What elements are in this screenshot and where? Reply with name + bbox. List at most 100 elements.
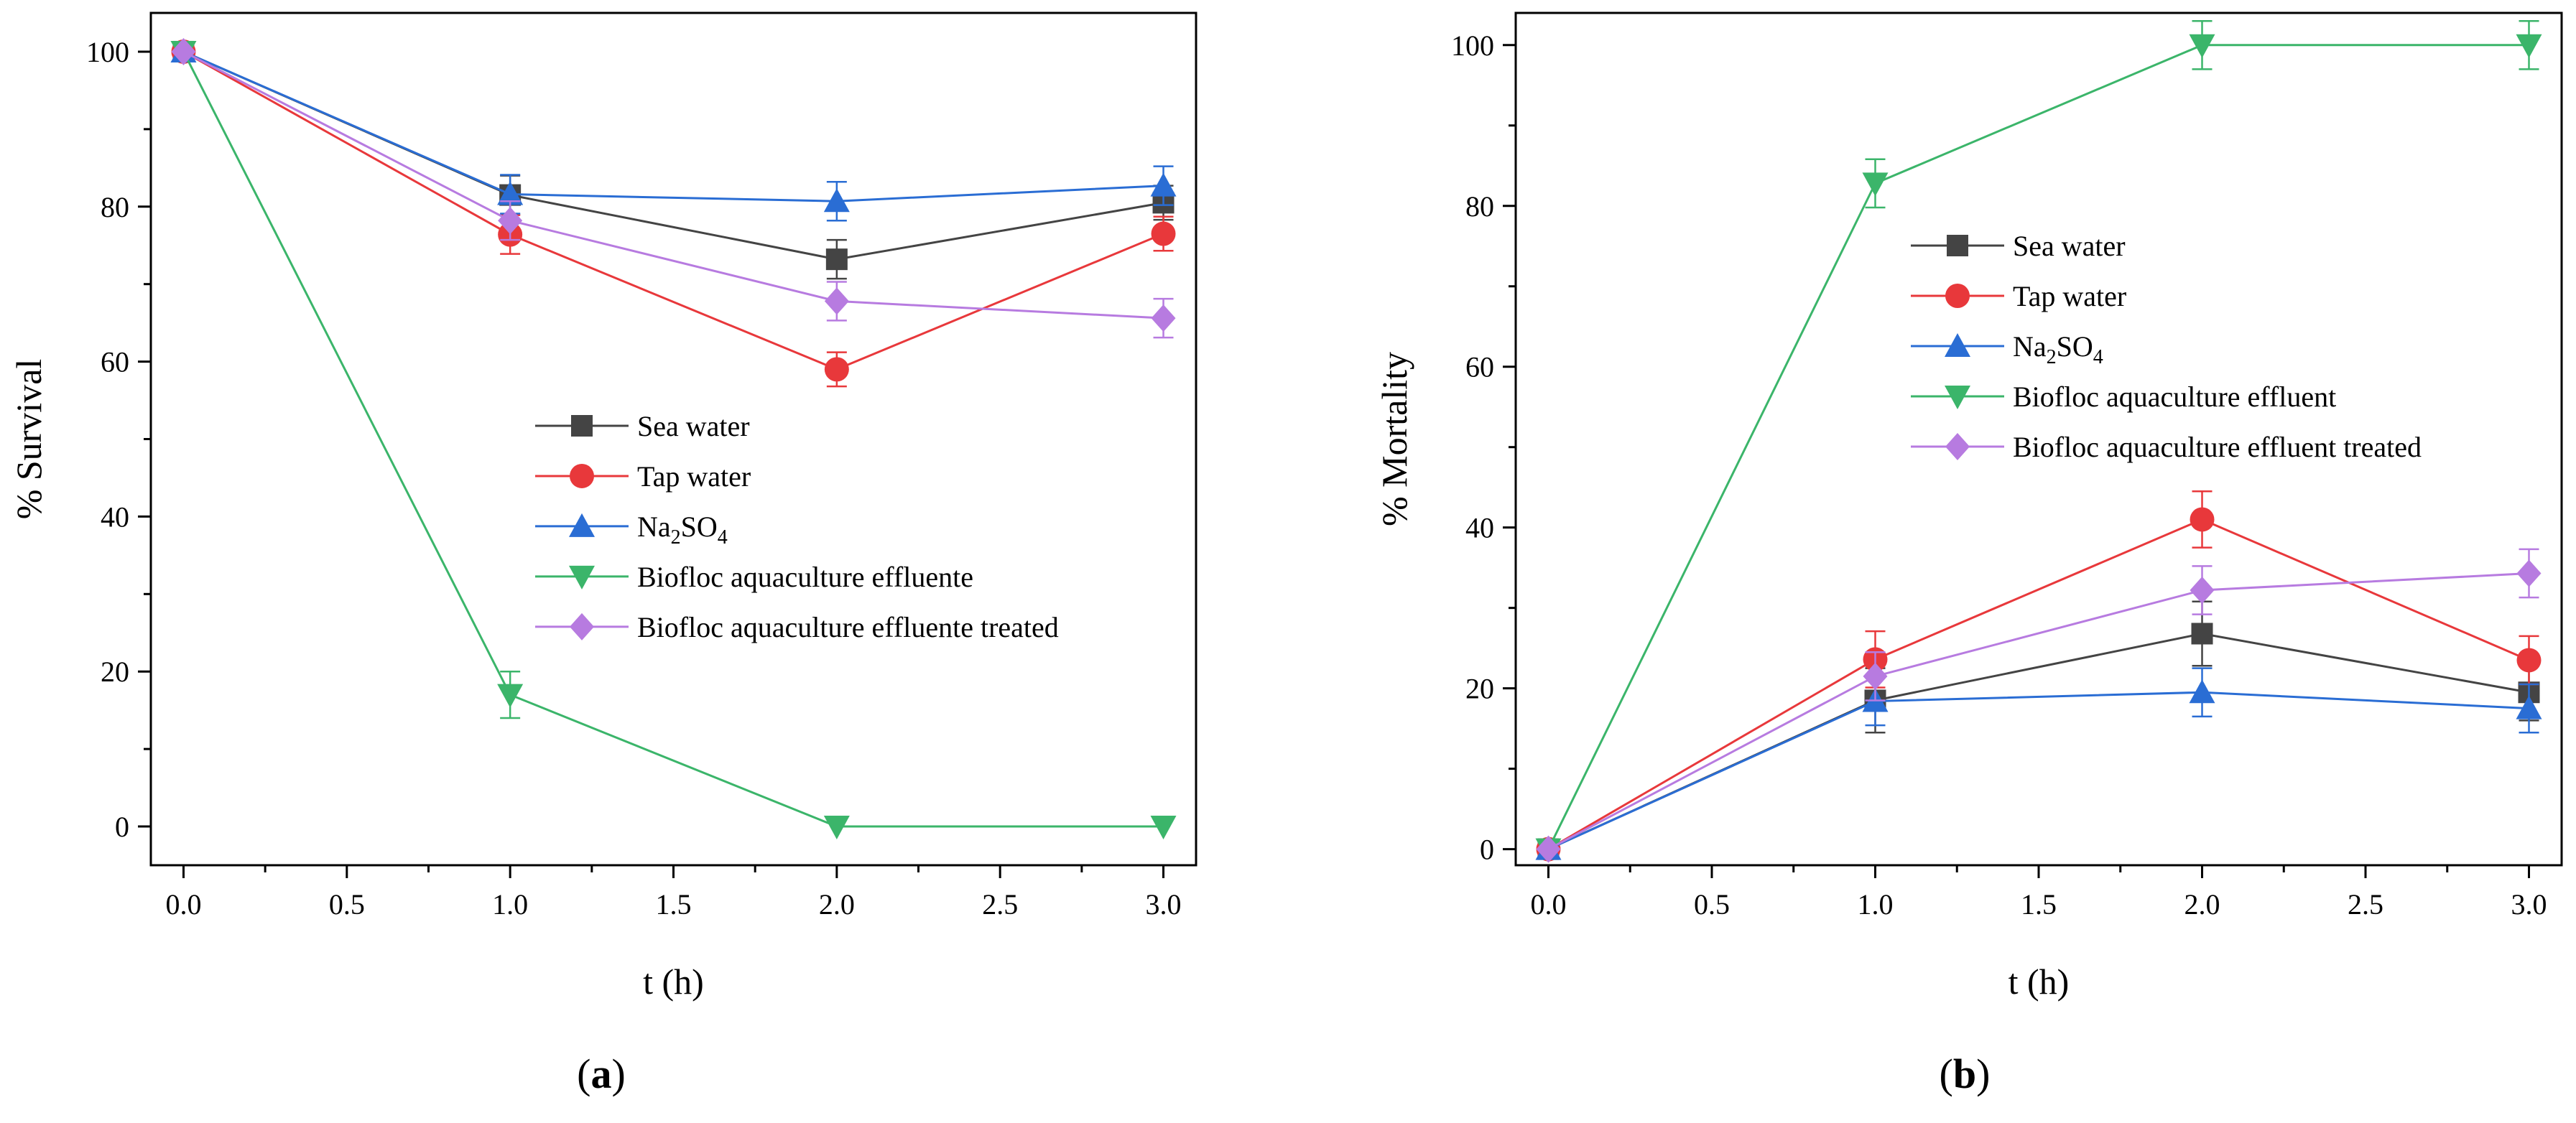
data-point	[2516, 648, 2542, 673]
series-line	[1547, 632, 2529, 850]
legend-label-main: Biofloc aquaculture effluent	[2013, 381, 2336, 413]
legend-label: Sea water	[637, 410, 750, 442]
data-point	[1150, 816, 1177, 840]
legend-marker	[569, 565, 595, 590]
data-point	[824, 287, 849, 315]
series-line	[182, 50, 1164, 202]
legend-entry: Sea water	[1911, 230, 2126, 262]
y-tick-label: 100	[1451, 29, 1494, 62]
legend-marker	[1947, 235, 1968, 256]
data-point	[824, 357, 849, 382]
x-tick-label: 1.5	[2021, 888, 2057, 921]
series-line	[1547, 518, 2530, 850]
x-tick-label: 1.5	[656, 888, 692, 921]
series-line	[1547, 691, 2529, 850]
x-tick-label: 2.0	[2184, 888, 2220, 921]
y-tick-label: 40	[101, 500, 129, 533]
x-axis-label: t (h)	[643, 961, 704, 1002]
legend-label: Biofloc aquaculture effluente	[637, 561, 973, 593]
data-point	[2191, 623, 2213, 645]
legend-label-main: Biofloc aquaculture effluente treated	[637, 611, 1059, 643]
panel-label-paren: )	[1976, 1050, 1990, 1097]
data-point	[2516, 695, 2542, 719]
x-tick-label: 2.0	[819, 888, 855, 921]
data-point	[2190, 577, 2215, 605]
legend-marker	[1945, 333, 1970, 357]
x-tick-label: 3.0	[1146, 888, 1182, 921]
legend-label-tail: SO	[681, 511, 718, 543]
legend-label-sub: 2	[671, 526, 681, 549]
series-line	[182, 50, 1164, 371]
legend-marker	[1945, 433, 1970, 460]
series-line	[1547, 572, 2529, 850]
series-4	[1536, 548, 2542, 863]
data-point	[825, 248, 848, 271]
y-axis-label: % Survival	[9, 359, 49, 520]
panel-label-paren: )	[612, 1050, 626, 1097]
legend-label: Biofloc aquaculture effluent treated	[2013, 431, 2422, 463]
series-1	[171, 39, 1176, 388]
legend-label-main: Na	[637, 511, 671, 543]
panel-label: (a)	[577, 1050, 626, 1097]
x-tick-label: 2.5	[2348, 888, 2383, 921]
data-point	[498, 207, 523, 235]
legend-marker	[1945, 284, 1970, 308]
series-0	[172, 40, 1175, 280]
panel-b-mortality-chart: 0.0 0.5 1.0 1.5 2.0 2.5 3.0 0 20 40 60 80 100 % Morta…	[1374, 11, 2563, 1097]
data-point	[823, 188, 850, 213]
legend-label: Biofloc aquaculture effluente treated	[637, 611, 1059, 643]
y-tick-label: 80	[1465, 190, 1494, 223]
legend-label-main: Tap water	[2013, 280, 2126, 312]
data-point	[2516, 34, 2542, 58]
legend-label: Sea water	[2013, 230, 2126, 262]
legend-label: Tap water	[637, 460, 751, 493]
data-point	[823, 816, 850, 840]
panel-label-letter: b	[1953, 1050, 1976, 1097]
data-point	[2516, 559, 2542, 587]
legend-label-tail: SO	[2057, 330, 2093, 363]
x-tick-label: 1.0	[492, 888, 528, 921]
series-2	[1535, 667, 2542, 860]
legend-marker	[569, 513, 595, 537]
data-point	[1151, 221, 1176, 246]
legend-marker	[570, 463, 594, 488]
series-1	[1536, 490, 2542, 862]
data-point	[1863, 662, 1888, 690]
y-tick-label: 40	[1465, 512, 1494, 544]
series-line	[182, 50, 1164, 261]
legend-label-sub2: 4	[718, 526, 728, 549]
series-4	[171, 37, 1176, 339]
legend-label-sub: 2	[2047, 346, 2057, 368]
y-tick-label: 20	[101, 656, 129, 688]
data-point	[2189, 679, 2215, 704]
legend-label: Biofloc aquaculture effluent	[2013, 381, 2336, 413]
legend-entry: Tap water	[1911, 280, 2126, 312]
x-axis-label: t (h)	[2009, 961, 2070, 1002]
y-tick-label: 60	[101, 346, 129, 378]
panel-label-paren: (	[577, 1050, 590, 1097]
legend-label: Na2SO4	[637, 511, 728, 549]
x-tick-label: 0.0	[1531, 888, 1567, 921]
panel-a-survival-chart: 0.0 0.5 1.0 1.5 2.0 2.5 3.0 0 20 40 60 80 100 % Survi…	[9, 11, 1197, 1097]
y-tick-label: 80	[101, 191, 129, 223]
legend-entry: Na2SO4	[535, 511, 728, 549]
legend-entry: Na2SO4	[1911, 330, 2103, 368]
x-tick-label: 1.0	[1858, 888, 1894, 921]
data-point	[497, 684, 524, 708]
data-point	[171, 37, 196, 65]
legend-label-main: Biofloc aquaculture effluente	[637, 561, 973, 593]
y-tick-label: 100	[86, 36, 129, 68]
data-point	[2189, 34, 2215, 58]
data-point	[497, 181, 524, 205]
panel-label-letter: a	[591, 1050, 612, 1097]
legend-entry: Biofloc aquaculture effluent	[1911, 381, 2336, 413]
x-tick-label: 0.5	[1694, 888, 1730, 921]
legend-entry: Biofloc aquaculture effluente treated	[535, 611, 1059, 643]
y-tick-label: 0	[115, 811, 129, 843]
y-axis-label: % Mortality	[1374, 352, 1414, 526]
legend-marker	[1945, 386, 1970, 409]
data-point	[1862, 172, 1889, 197]
panel-label-paren: (	[1940, 1050, 1953, 1097]
series-line	[182, 50, 1164, 320]
data-point	[2190, 507, 2215, 532]
